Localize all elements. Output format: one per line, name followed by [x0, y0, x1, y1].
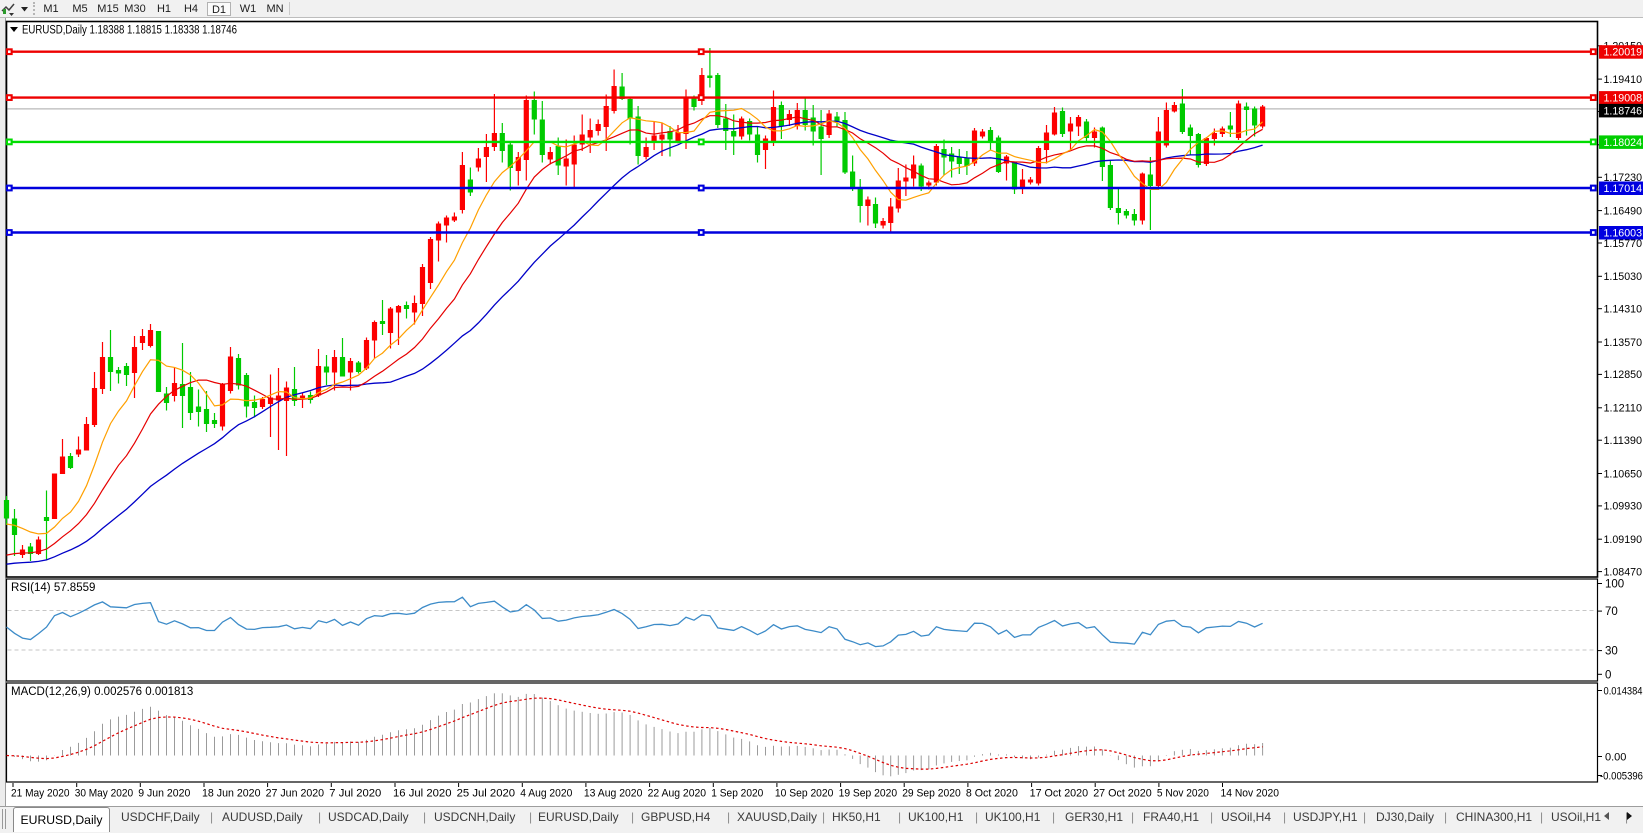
svg-text:1.18746: 1.18746	[1604, 105, 1643, 117]
svg-text:1.10650: 1.10650	[1604, 468, 1643, 480]
svg-text:RSI(14) 57.8559: RSI(14) 57.8559	[11, 582, 95, 594]
svg-text:21 May 2020: 21 May 2020	[11, 788, 70, 800]
svg-text:16 Jul 2020: 16 Jul 2020	[393, 788, 452, 800]
svg-text:MACD(12,26,9) 0.002576 0.00181: MACD(12,26,9) 0.002576 0.001813	[11, 686, 193, 698]
svg-text:4 Aug 2020: 4 Aug 2020	[520, 788, 572, 800]
svg-text:9 Jun 2020: 9 Jun 2020	[138, 788, 190, 800]
svg-text:27 Oct 2020: 27 Oct 2020	[1093, 788, 1152, 800]
svg-text:EURUSD,Daily 1.18388 1.18815: EURUSD,Daily 1.18388 1.18815 1.18338 1.1…	[22, 23, 237, 37]
svg-text:100: 100	[1605, 579, 1624, 591]
svg-text:25 Jul 2020: 25 Jul 2020	[457, 788, 515, 800]
svg-text:1.14310: 1.14310	[1604, 304, 1643, 316]
svg-text:0.014384: 0.014384	[1604, 686, 1643, 698]
svg-text:18 Jun 2020: 18 Jun 2020	[202, 788, 261, 800]
svg-text:1.13570: 1.13570	[1604, 337, 1643, 349]
svg-text:0: 0	[1605, 669, 1611, 681]
svg-text:1.08470: 1.08470	[1604, 566, 1643, 578]
svg-text:1.17014: 1.17014	[1604, 183, 1643, 195]
svg-text:1.12110: 1.12110	[1604, 403, 1643, 415]
svg-text:10 Sep 2020: 10 Sep 2020	[775, 788, 834, 800]
svg-text:1.15030: 1.15030	[1604, 271, 1643, 283]
svg-text:13 Aug 2020: 13 Aug 2020	[584, 788, 643, 800]
svg-text:29 Sep 2020: 29 Sep 2020	[902, 788, 961, 800]
svg-text:1.17230: 1.17230	[1604, 172, 1643, 184]
svg-text:1.15770: 1.15770	[1604, 238, 1643, 250]
svg-text:30: 30	[1605, 646, 1618, 658]
svg-text:7 Jul 2020: 7 Jul 2020	[329, 788, 381, 800]
svg-text:70: 70	[1605, 606, 1618, 618]
svg-text:1 Sep 2020: 1 Sep 2020	[711, 788, 763, 800]
svg-text:8 Oct 2020: 8 Oct 2020	[966, 788, 1018, 800]
svg-text:17 Oct 2020: 17 Oct 2020	[1030, 788, 1089, 800]
svg-text:30 May 2020: 30 May 2020	[75, 788, 134, 800]
svg-text:14 Nov 2020: 14 Nov 2020	[1221, 788, 1280, 800]
svg-text:-0.005396: -0.005396	[1600, 771, 1643, 783]
svg-text:27 Jun 2020: 27 Jun 2020	[266, 788, 325, 800]
svg-text:1.09190: 1.09190	[1604, 534, 1643, 546]
svg-text:1.11390: 1.11390	[1604, 435, 1643, 447]
svg-text:0.00: 0.00	[1605, 752, 1626, 764]
svg-text:5 Nov 2020: 5 Nov 2020	[1157, 788, 1209, 800]
svg-text:1.16003: 1.16003	[1604, 228, 1643, 240]
svg-text:1.16490: 1.16490	[1604, 205, 1643, 217]
svg-text:1.19410: 1.19410	[1604, 74, 1643, 86]
svg-text:19 Sep 2020: 19 Sep 2020	[839, 788, 898, 800]
svg-text:1.12850: 1.12850	[1604, 369, 1643, 381]
svg-text:1.09930: 1.09930	[1604, 501, 1643, 513]
svg-text:22 Aug 2020: 22 Aug 2020	[648, 788, 707, 800]
svg-text:1.18024: 1.18024	[1604, 137, 1643, 149]
svg-text:1.19008: 1.19008	[1604, 93, 1643, 105]
svg-text:1.20019: 1.20019	[1604, 47, 1643, 59]
